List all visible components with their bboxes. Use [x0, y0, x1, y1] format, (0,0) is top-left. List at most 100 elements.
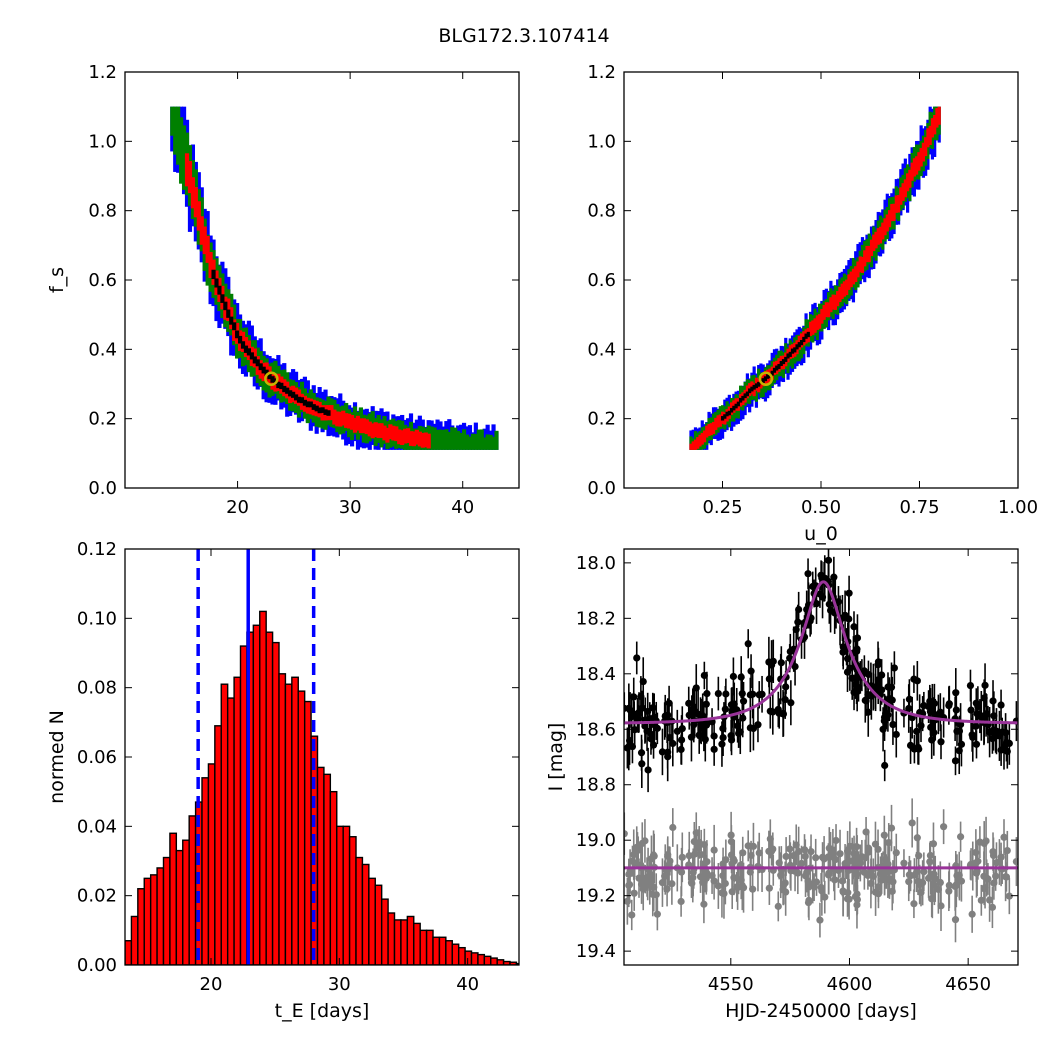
confidence-cell	[391, 425, 396, 441]
residual-point	[775, 859, 783, 867]
observed-point	[890, 664, 898, 672]
residual-point	[936, 878, 944, 887]
observed-point	[966, 682, 975, 690]
residual-point	[749, 885, 757, 893]
observed-point	[989, 697, 997, 705]
observed-point	[969, 733, 977, 742]
residual-point	[710, 846, 718, 854]
confidence-cell	[299, 397, 305, 404]
fs-vs-te-panel: 20 30 40 0.0 0.2 0.4 0.6 0.8 1.0 1.2 f_s	[46, 62, 520, 518]
residual-point	[884, 875, 892, 884]
confidence-cell	[865, 245, 869, 263]
confidence-cell	[856, 261, 860, 278]
confidence-cell	[851, 268, 856, 285]
observed-point	[677, 736, 686, 744]
residual-point	[951, 916, 960, 924]
observed-point	[649, 704, 657, 712]
residual-point	[1001, 873, 1010, 881]
confidence-cell	[379, 423, 384, 438]
y-tick-label: 19.0	[576, 830, 616, 851]
observed-point	[997, 701, 1005, 709]
observed-point	[700, 671, 708, 680]
residual-point	[887, 824, 896, 832]
confidence-cell	[901, 183, 905, 201]
residual-point	[831, 876, 839, 884]
residual-point	[714, 882, 722, 890]
confidence-cells	[689, 106, 941, 450]
confidence-cell	[332, 409, 337, 425]
observed-point	[739, 697, 748, 705]
histogram-bar	[393, 919, 402, 965]
axes-frame	[623, 71, 1019, 489]
confidence-cell	[364, 419, 369, 435]
histogram-bar	[169, 832, 178, 965]
y-tick-label: 19.4	[576, 941, 616, 962]
confidence-cell	[405, 428, 411, 443]
confidence-cell	[320, 407, 325, 413]
confidence-cell	[450, 427, 455, 450]
residual-point	[722, 856, 730, 864]
confidence-cell	[806, 331, 810, 338]
residual-point	[647, 871, 655, 879]
residual-point	[794, 869, 802, 877]
residual-point	[801, 852, 809, 860]
histogram-bar	[355, 856, 364, 965]
histogram-bar	[233, 676, 242, 965]
confidence-cell	[296, 396, 302, 403]
residual-point	[663, 885, 671, 893]
confidence-cell	[842, 281, 847, 297]
confidence-cell	[414, 429, 419, 445]
confidence-cell	[420, 432, 425, 448]
residual-point	[630, 889, 638, 897]
observed-point	[766, 707, 774, 715]
residual-point	[792, 841, 800, 849]
observed-point	[967, 706, 975, 714]
confidence-cell	[752, 383, 756, 397]
confidence-cell	[763, 376, 768, 382]
confidence-cell	[276, 381, 281, 389]
observed-point	[787, 699, 795, 707]
residual-point	[874, 890, 883, 898]
observed-point	[718, 740, 726, 748]
confidence-cell	[707, 424, 711, 436]
confidence-cell	[693, 439, 698, 450]
y-tick-label: 19.2	[576, 886, 616, 907]
confidence-cell	[491, 436, 496, 450]
confidence-cell	[849, 271, 853, 288]
residual-point	[929, 840, 938, 848]
observed-point	[881, 761, 889, 770]
confidence-cell	[838, 286, 842, 303]
histogram-bar	[259, 610, 267, 965]
confidence-cell	[305, 401, 310, 408]
confidence-cell	[344, 413, 349, 428]
confidence-cell	[847, 274, 851, 290]
confidence-cell	[208, 251, 213, 279]
confidence-cell	[314, 405, 319, 412]
confidence-cell	[397, 429, 402, 445]
confidence-cell	[818, 314, 822, 329]
confidence-cell	[788, 351, 792, 357]
confidence-cell	[799, 340, 804, 346]
confidence-cell	[394, 426, 399, 442]
residual-point	[844, 847, 852, 855]
x-tick-label: 4650	[945, 974, 991, 995]
confidence-cell	[750, 386, 754, 392]
observed-point	[730, 700, 738, 708]
histogram-bar	[297, 690, 306, 965]
residual-point	[912, 868, 921, 876]
confidence-cell	[718, 414, 722, 427]
confidence-cell	[833, 294, 837, 310]
observed-point	[641, 722, 649, 730]
confidence-cell	[288, 390, 293, 397]
observed-point	[937, 738, 945, 746]
confidence-cell	[176, 106, 181, 165]
residual-point	[631, 859, 639, 867]
observed-point	[884, 683, 892, 691]
residual-point	[653, 910, 661, 918]
observed-point	[634, 715, 642, 723]
confidence-cell	[170, 106, 175, 136]
residual-point	[869, 872, 877, 881]
observed-point	[889, 720, 897, 729]
confidence-cell	[770, 370, 774, 376]
confidence-cell	[432, 427, 437, 450]
